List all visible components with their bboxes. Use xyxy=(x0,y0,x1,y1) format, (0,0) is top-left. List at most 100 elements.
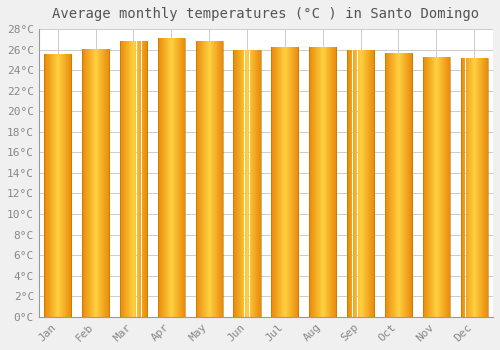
Bar xyxy=(370,50,371,317)
Bar xyxy=(484,58,485,317)
Bar xyxy=(167,38,168,317)
Bar xyxy=(63,54,64,317)
Bar xyxy=(481,58,482,317)
Bar xyxy=(96,49,97,317)
Bar xyxy=(240,50,241,317)
Bar xyxy=(434,57,435,317)
Bar xyxy=(124,41,125,317)
Bar xyxy=(101,49,102,317)
Bar xyxy=(177,38,178,317)
Bar xyxy=(279,47,280,317)
Bar xyxy=(163,38,164,317)
Bar xyxy=(54,54,55,317)
Bar xyxy=(329,47,330,317)
Bar xyxy=(271,47,272,317)
Bar xyxy=(52,54,53,317)
Bar xyxy=(207,41,208,317)
Bar xyxy=(397,53,398,317)
Bar xyxy=(211,41,212,317)
Bar xyxy=(107,49,108,317)
Bar xyxy=(213,41,214,317)
Bar xyxy=(437,57,438,317)
Bar xyxy=(359,50,360,317)
Bar xyxy=(385,53,386,317)
Bar xyxy=(61,54,62,317)
Bar xyxy=(350,50,351,317)
Bar xyxy=(86,49,87,317)
Bar xyxy=(361,50,362,317)
Bar xyxy=(130,41,131,317)
Bar xyxy=(164,38,165,317)
Bar xyxy=(430,57,431,317)
Bar xyxy=(170,38,171,317)
Bar xyxy=(356,50,357,317)
Bar xyxy=(251,50,252,317)
Bar xyxy=(136,41,137,317)
Bar xyxy=(371,50,372,317)
Bar xyxy=(289,47,290,317)
Bar xyxy=(334,47,335,317)
Bar xyxy=(386,53,387,317)
Bar xyxy=(315,47,316,317)
Bar xyxy=(408,53,410,317)
Bar xyxy=(65,54,66,317)
Bar xyxy=(372,50,373,317)
Bar xyxy=(241,50,242,317)
Bar xyxy=(197,41,198,317)
Bar xyxy=(424,57,425,317)
Bar xyxy=(428,57,429,317)
Bar xyxy=(296,47,297,317)
Bar xyxy=(47,54,48,317)
Bar xyxy=(250,50,251,317)
Bar xyxy=(284,47,285,317)
Bar xyxy=(314,47,315,317)
Bar xyxy=(388,53,389,317)
Bar xyxy=(222,41,223,317)
Bar xyxy=(185,38,186,317)
Bar xyxy=(328,47,329,317)
Bar xyxy=(59,54,60,317)
Bar xyxy=(462,58,464,317)
Bar xyxy=(234,50,235,317)
Bar xyxy=(436,57,437,317)
Bar xyxy=(244,50,245,317)
Bar xyxy=(278,47,279,317)
Bar xyxy=(441,57,442,317)
Bar xyxy=(165,38,166,317)
Bar xyxy=(248,50,249,317)
Bar xyxy=(449,57,450,317)
Bar xyxy=(461,58,462,317)
Bar xyxy=(471,58,472,317)
Bar xyxy=(435,57,436,317)
Bar xyxy=(427,57,428,317)
Bar xyxy=(48,54,49,317)
Bar xyxy=(158,38,159,317)
Bar xyxy=(205,41,206,317)
Bar xyxy=(246,50,248,317)
Bar xyxy=(352,50,353,317)
Bar xyxy=(285,47,286,317)
Bar xyxy=(50,54,51,317)
Bar xyxy=(362,50,363,317)
Bar xyxy=(465,58,466,317)
Bar xyxy=(366,50,367,317)
Bar xyxy=(283,47,284,317)
Bar xyxy=(169,38,170,317)
Bar xyxy=(332,47,333,317)
Bar xyxy=(196,41,197,317)
Bar xyxy=(469,58,470,317)
Bar xyxy=(429,57,430,317)
Bar xyxy=(423,57,424,317)
Bar xyxy=(102,49,103,317)
Bar xyxy=(218,41,219,317)
Bar xyxy=(171,38,172,317)
Bar xyxy=(466,58,467,317)
Bar xyxy=(109,49,110,317)
Bar xyxy=(108,49,109,317)
Bar xyxy=(184,38,185,317)
Bar xyxy=(363,50,364,317)
Bar xyxy=(274,47,275,317)
Bar xyxy=(256,50,258,317)
Bar xyxy=(239,50,240,317)
Bar xyxy=(298,47,299,317)
